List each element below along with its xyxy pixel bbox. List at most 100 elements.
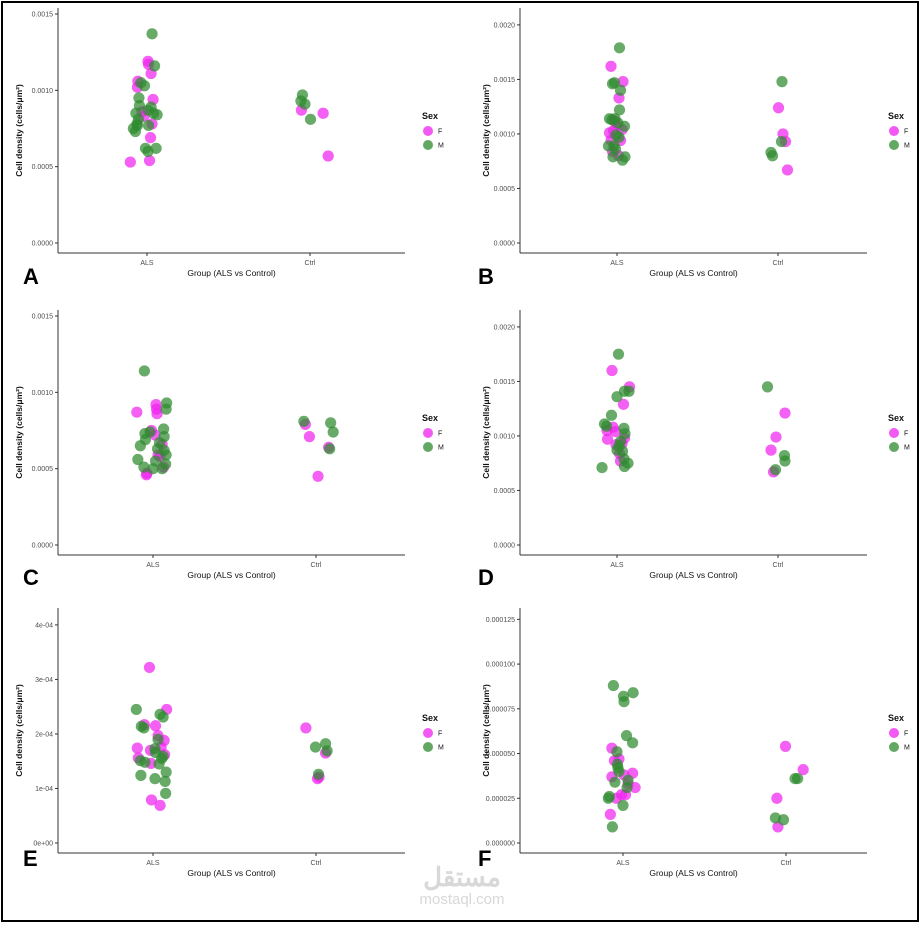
data-point-m	[618, 696, 630, 708]
data-point-m	[151, 109, 163, 121]
data-point-m	[761, 381, 774, 393]
legend: Sex FM	[888, 713, 910, 752]
data-point-f	[131, 406, 143, 418]
data-point-f	[605, 60, 617, 72]
data-point-f	[779, 407, 791, 419]
data-point-m	[325, 417, 337, 429]
data-point-f	[149, 720, 162, 732]
data-point-f	[772, 102, 785, 114]
x-tick-label: Ctrl	[311, 860, 322, 867]
data-point-m	[160, 766, 172, 778]
legend-title: Sex	[422, 413, 438, 423]
data-point-f	[604, 808, 616, 820]
y-tick-label: 0.0010	[494, 433, 516, 440]
data-point-m	[157, 711, 169, 723]
data-point-m	[606, 821, 618, 833]
legend-label: M	[904, 143, 910, 150]
data-point-m	[309, 741, 322, 753]
legend-label: F	[904, 731, 908, 738]
y-tick-label: 0.0000	[32, 241, 54, 248]
x-tick-label: ALS	[610, 562, 624, 569]
y-tick-label: 0.000050	[486, 751, 515, 758]
data-point-m	[130, 703, 142, 716]
x-tick-label: ALS	[146, 562, 160, 569]
y-tick-label: 0.000125	[486, 617, 515, 624]
x-tick-label: Ctrl	[773, 562, 784, 569]
y-tick-label: 0.0000	[494, 241, 516, 248]
x-axis-label: Group (ALS vs Control)	[187, 570, 276, 580]
data-point-m	[792, 772, 804, 785]
y-axis-label: Cell density (cells/μm²)	[481, 684, 491, 777]
legend-label: M	[438, 143, 444, 150]
panel-label: E	[23, 846, 38, 871]
data-point-m	[627, 687, 639, 699]
data-point-m	[138, 365, 151, 377]
y-tick-label: 0.0010	[494, 131, 516, 138]
data-point-f	[131, 742, 143, 754]
legend: Sex FM	[422, 111, 444, 150]
legend: Sex FM	[422, 713, 444, 752]
legend-key-m	[889, 742, 899, 752]
y-tick-label: 0.0000	[32, 543, 54, 550]
data-point-m	[775, 135, 788, 148]
y-axis-label: Cell density (cells/μm²)	[14, 684, 24, 777]
data-point-m	[612, 348, 625, 360]
data-point-m	[304, 113, 317, 125]
data-point-f	[144, 132, 157, 144]
data-point-m	[135, 77, 147, 89]
x-tick-label: Ctrl	[305, 260, 316, 267]
legend-key-m	[423, 742, 433, 752]
data-point-m	[622, 457, 634, 469]
data-point-m	[321, 745, 333, 757]
legend-label: F	[438, 129, 442, 136]
watermark-brand: مستقل	[423, 862, 501, 892]
data-point-m	[132, 453, 144, 466]
data-point-m	[160, 403, 172, 415]
legend-label: F	[438, 731, 442, 738]
legend-title: Sex	[888, 413, 904, 423]
legend-key-f	[889, 728, 899, 738]
data-point-m	[153, 758, 165, 770]
data-point-m	[627, 737, 639, 749]
data-point-m	[147, 463, 159, 475]
data-point-f	[771, 792, 783, 804]
data-point-m	[766, 150, 779, 162]
data-point-m	[138, 722, 150, 734]
data-point-f	[779, 740, 792, 752]
legend-label: M	[438, 445, 444, 452]
data-point-m	[160, 787, 172, 799]
data-point-m	[142, 119, 155, 132]
points	[130, 661, 333, 811]
y-tick-label: 0.0020	[494, 324, 516, 331]
data-point-f	[781, 164, 794, 176]
panel-f: 0.000000 0.000025 0.000050 0.000075 0.000100…	[478, 608, 910, 878]
data-point-f	[124, 156, 136, 168]
data-point-m	[607, 151, 619, 163]
y-tick-label: 0.0015	[494, 77, 516, 84]
legend-label: F	[904, 431, 908, 438]
data-point-m	[613, 104, 626, 116]
data-point-m	[613, 131, 625, 143]
data-point-m	[299, 98, 311, 110]
data-point-f	[154, 799, 166, 811]
data-point-m	[779, 455, 791, 467]
y-tick-label: 0.0005	[494, 186, 516, 193]
data-point-f	[312, 470, 324, 482]
legend-label: F	[438, 431, 442, 438]
data-point-f	[606, 364, 618, 377]
data-point-m	[324, 443, 336, 455]
y-tick-label: 0e+00	[33, 841, 53, 848]
legend-key-m	[889, 140, 899, 150]
legend-key-f	[423, 126, 433, 136]
panel-b: 0.0000 0.0005 0.0010 0.0015 0.0020 ALS Ctrl Gro…	[478, 8, 910, 289]
data-point-m	[129, 125, 141, 138]
y-tick-label: 0.0005	[32, 466, 54, 473]
legend-key-f	[889, 428, 899, 438]
legend-key-f	[423, 428, 433, 438]
data-point-m	[617, 799, 629, 812]
points	[131, 365, 339, 482]
data-point-m	[621, 781, 633, 794]
data-point-m	[146, 28, 158, 40]
x-tick-label: Ctrl	[781, 860, 792, 867]
data-point-f	[797, 764, 809, 776]
